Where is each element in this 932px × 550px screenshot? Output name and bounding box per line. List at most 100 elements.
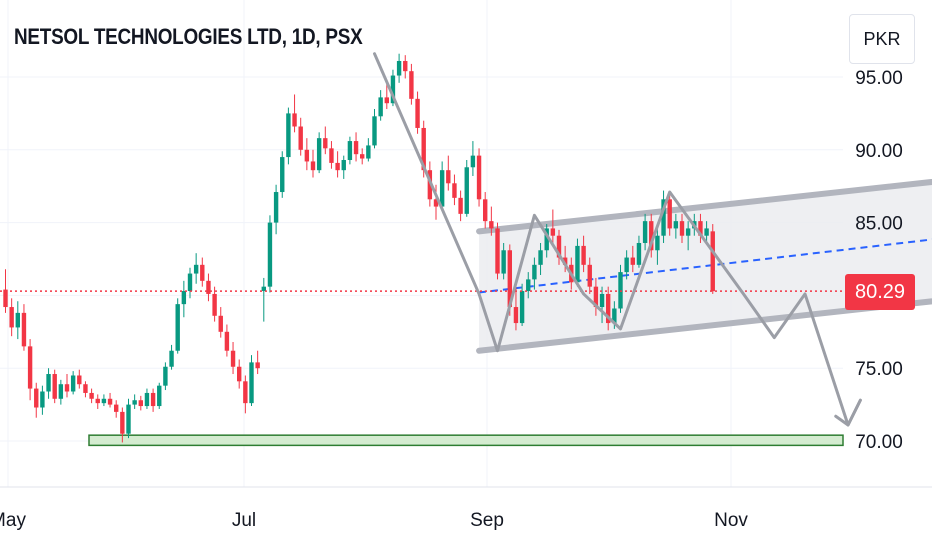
candle-body — [280, 157, 285, 193]
candle — [310, 149, 316, 178]
candle-body — [187, 273, 193, 292]
candle-body — [483, 199, 488, 222]
support-zone[interactable] — [88, 434, 844, 447]
candle — [46, 368, 51, 399]
candle-body — [126, 404, 131, 434]
candle-body — [679, 221, 685, 236]
time-tick-label: Nov — [714, 510, 748, 531]
candle — [230, 341, 236, 375]
candle — [655, 228, 660, 265]
candle-body — [409, 71, 414, 99]
candle — [286, 107, 291, 165]
candle-body — [532, 264, 537, 280]
candle-body — [15, 312, 20, 328]
candle-body — [175, 304, 180, 351]
candle — [649, 213, 654, 258]
candle — [599, 286, 605, 324]
candle-body — [64, 384, 70, 392]
time-axis: May Jul Sep Nov — [0, 486, 932, 531]
candle — [544, 224, 549, 258]
candle-body — [255, 362, 260, 369]
candle — [630, 245, 635, 273]
candle — [372, 109, 377, 149]
candle — [501, 242, 506, 280]
candle-body — [655, 235, 660, 251]
candle-body — [230, 350, 236, 367]
candle — [513, 286, 519, 331]
candle — [132, 394, 137, 409]
candle — [704, 221, 709, 243]
candle — [470, 141, 476, 177]
candle-body — [667, 199, 672, 229]
candle-body — [698, 221, 703, 236]
candle — [618, 264, 623, 313]
candle-body — [114, 404, 119, 412]
price-tick-label: 75.00 — [855, 359, 903, 380]
last-price-label: 80.29 — [845, 274, 915, 310]
candle-body — [489, 221, 494, 229]
candle-body — [495, 228, 500, 274]
candle-body — [464, 167, 469, 214]
candle-body — [77, 375, 82, 385]
candle-body — [3, 289, 8, 308]
candle-body — [606, 293, 611, 324]
candle-body — [366, 145, 371, 159]
candle — [193, 253, 199, 284]
candle-body — [138, 400, 143, 407]
candle-body — [593, 286, 599, 308]
candle-body — [642, 221, 648, 243]
candle-body — [360, 154, 365, 159]
candle — [464, 159, 469, 217]
price-tick-label: 90.00 — [855, 141, 903, 162]
candle — [341, 155, 346, 179]
candle-body — [200, 264, 205, 281]
candle-body — [636, 242, 642, 265]
candle-body — [396, 60, 402, 76]
chart-title: NETSOL TECHNOLOGIES LTD, 1D, PSX — [14, 24, 363, 49]
candle-body — [267, 222, 273, 287]
channel-lower-line[interactable] — [476, 291, 932, 354]
parallel-channel — [476, 172, 932, 354]
candle — [335, 151, 340, 178]
candle — [187, 267, 193, 299]
candle — [316, 132, 322, 174]
zigzag-path[interactable] — [373, 52, 862, 427]
candle-body — [83, 384, 88, 393]
candle-body — [507, 250, 512, 308]
candle — [581, 235, 586, 273]
candle — [360, 148, 365, 165]
candle-body — [70, 375, 76, 392]
candle — [495, 222, 500, 280]
candle-body — [52, 374, 57, 399]
candle — [562, 245, 568, 273]
candle-body — [218, 315, 223, 332]
candle — [218, 307, 223, 338]
candle-body — [132, 400, 137, 405]
candle — [403, 55, 408, 79]
candle — [237, 359, 242, 389]
candle — [126, 398, 131, 439]
candle-body — [458, 197, 463, 214]
channel-upper-line[interactable] — [476, 172, 932, 235]
candle-body — [519, 291, 525, 324]
candle-body — [710, 231, 715, 292]
candle-body — [513, 307, 519, 324]
candle — [661, 190, 666, 243]
candle-body — [575, 245, 580, 283]
candle-body — [310, 161, 316, 171]
candle-body — [40, 391, 45, 408]
candle — [169, 344, 174, 370]
candle — [532, 257, 537, 290]
candle-body — [544, 228, 549, 251]
candle-body — [581, 245, 586, 265]
candle-body — [335, 162, 340, 171]
candle-body — [661, 199, 666, 236]
projection-path — [373, 52, 862, 427]
candle — [587, 257, 592, 294]
candle — [685, 221, 691, 251]
candle — [120, 407, 125, 443]
candle — [439, 161, 445, 211]
currency-button[interactable]: PKR — [849, 14, 915, 64]
candle-body — [144, 392, 150, 407]
